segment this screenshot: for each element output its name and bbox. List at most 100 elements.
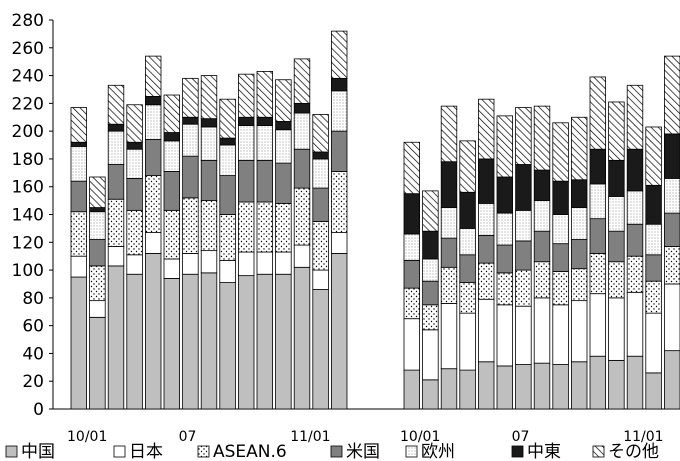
- legend-label: 中国: [21, 442, 55, 461]
- bar-segment-1: [70, 276, 88, 410]
- y-tick-label: 220: [12, 94, 44, 114]
- bar-segment-2: [275, 251, 292, 275]
- bar-segment-4: [330, 130, 348, 172]
- bar-segment-4: [422, 280, 439, 306]
- y-tick-label: 0: [33, 400, 44, 420]
- bar-segment-5: [293, 112, 311, 150]
- bar-segment-1: [626, 355, 644, 410]
- bar-segment-5: [237, 125, 255, 161]
- bar-segment-3: [645, 280, 662, 314]
- bar-segment-7: [403, 141, 421, 195]
- bar-segment-5: [126, 148, 143, 179]
- bar-segment-1: [645, 372, 662, 410]
- bar-segment-5: [589, 183, 607, 220]
- y-tick-label: 160: [12, 178, 44, 198]
- bar-segment-3: [237, 201, 255, 253]
- bar-segment-5: [533, 200, 551, 232]
- stacked-bar: [664, 55, 680, 410]
- y-tick-label: 180: [12, 150, 44, 170]
- bar-segment-5: [440, 207, 458, 239]
- bar-segment-3: [477, 262, 495, 300]
- bar-segment-1: [330, 252, 348, 410]
- bar-segment-6: [275, 121, 292, 131]
- x-tick-label: 11/01: [623, 429, 663, 445]
- legend-swatch: [330, 445, 343, 458]
- bar-segment-1: [126, 273, 143, 410]
- bar-segment-6: [571, 179, 588, 208]
- legend-swatch: [592, 445, 605, 458]
- bar-segment-1: [589, 355, 607, 410]
- bar-segment-6: [312, 151, 329, 160]
- bar-segment-3: [312, 221, 329, 271]
- bar-segment-4: [256, 159, 274, 203]
- bar-segment-7: [256, 71, 274, 118]
- bar-segment-4: [496, 244, 514, 274]
- bar-segment-1: [200, 272, 218, 410]
- bar-segment-3: [144, 175, 162, 233]
- bar-group-2: [403, 55, 680, 410]
- legend-item: 米国: [330, 442, 380, 461]
- x-tick-label: 07: [512, 429, 530, 445]
- bar-segment-6: [496, 176, 514, 214]
- bar-segment-6: [533, 169, 551, 202]
- bar-segment-7: [496, 115, 514, 178]
- bar-segment-5: [477, 202, 495, 236]
- bar-segment-1: [275, 273, 292, 410]
- bar-segment-1: [312, 289, 329, 410]
- bar-segment-7: [200, 75, 218, 120]
- bar-segment-4: [107, 164, 125, 200]
- legend-label: ASEAN.6: [213, 442, 287, 461]
- bar-segment-2: [571, 300, 588, 363]
- bar-segment-7: [645, 126, 662, 186]
- bar-segment-6: [664, 133, 680, 179]
- bar-segment-3: [552, 271, 569, 306]
- bar-segment-4: [664, 212, 680, 247]
- bar-segment-3: [496, 272, 514, 306]
- legend-swatch: [197, 445, 210, 458]
- bar-segment-1: [422, 379, 439, 410]
- bar-segment-1: [219, 282, 236, 410]
- bar-segment-4: [163, 171, 181, 211]
- legend-label: 中東: [527, 442, 561, 461]
- bar-segment-2: [533, 297, 551, 364]
- bar-segment-7: [440, 105, 458, 163]
- legend-swatch: [405, 445, 418, 458]
- bar-segment-5: [552, 214, 569, 245]
- bar-segment-2: [256, 251, 274, 275]
- bar-segment-5: [70, 146, 88, 182]
- bar-segment-4: [200, 159, 218, 202]
- bar-segment-1: [533, 362, 551, 410]
- bar-segment-3: [89, 265, 106, 302]
- legend-item: 日本: [113, 442, 163, 461]
- bar-segment-2: [403, 318, 421, 371]
- bar-segment-2: [89, 300, 106, 318]
- bar-segment-2: [330, 232, 348, 254]
- bar-segment-6: [645, 184, 662, 225]
- bar-segment-3: [403, 287, 421, 320]
- legend-swatch: [113, 445, 126, 458]
- bar-segment-6: [182, 116, 199, 125]
- bar-segment-6: [89, 207, 106, 213]
- bar-segment-4: [440, 237, 458, 268]
- bar-segment-5: [645, 223, 662, 256]
- bar-segment-5: [459, 227, 476, 256]
- bar-segment-6: [256, 116, 274, 126]
- bar-segment-3: [70, 211, 88, 257]
- bar-segment-4: [645, 254, 662, 282]
- bar-segment-4: [477, 234, 495, 264]
- bar-segment-6: [163, 132, 181, 142]
- bar-segment-5: [403, 233, 421, 261]
- bar-segment-2: [515, 305, 532, 365]
- stacked-bar: [312, 114, 329, 410]
- bar-segment-3: [330, 171, 348, 233]
- bar-segment-7: [107, 84, 125, 125]
- bar-segment-1: [477, 361, 495, 410]
- bar-segment-2: [645, 312, 662, 374]
- bar-segment-1: [440, 368, 458, 410]
- stacked-bar: [256, 71, 274, 410]
- bar-segment-7: [312, 114, 329, 153]
- bar-segment-5: [496, 212, 514, 246]
- bar-segment-4: [552, 243, 569, 272]
- y-tick-label: 60: [22, 317, 44, 337]
- bar-segment-5: [664, 177, 680, 214]
